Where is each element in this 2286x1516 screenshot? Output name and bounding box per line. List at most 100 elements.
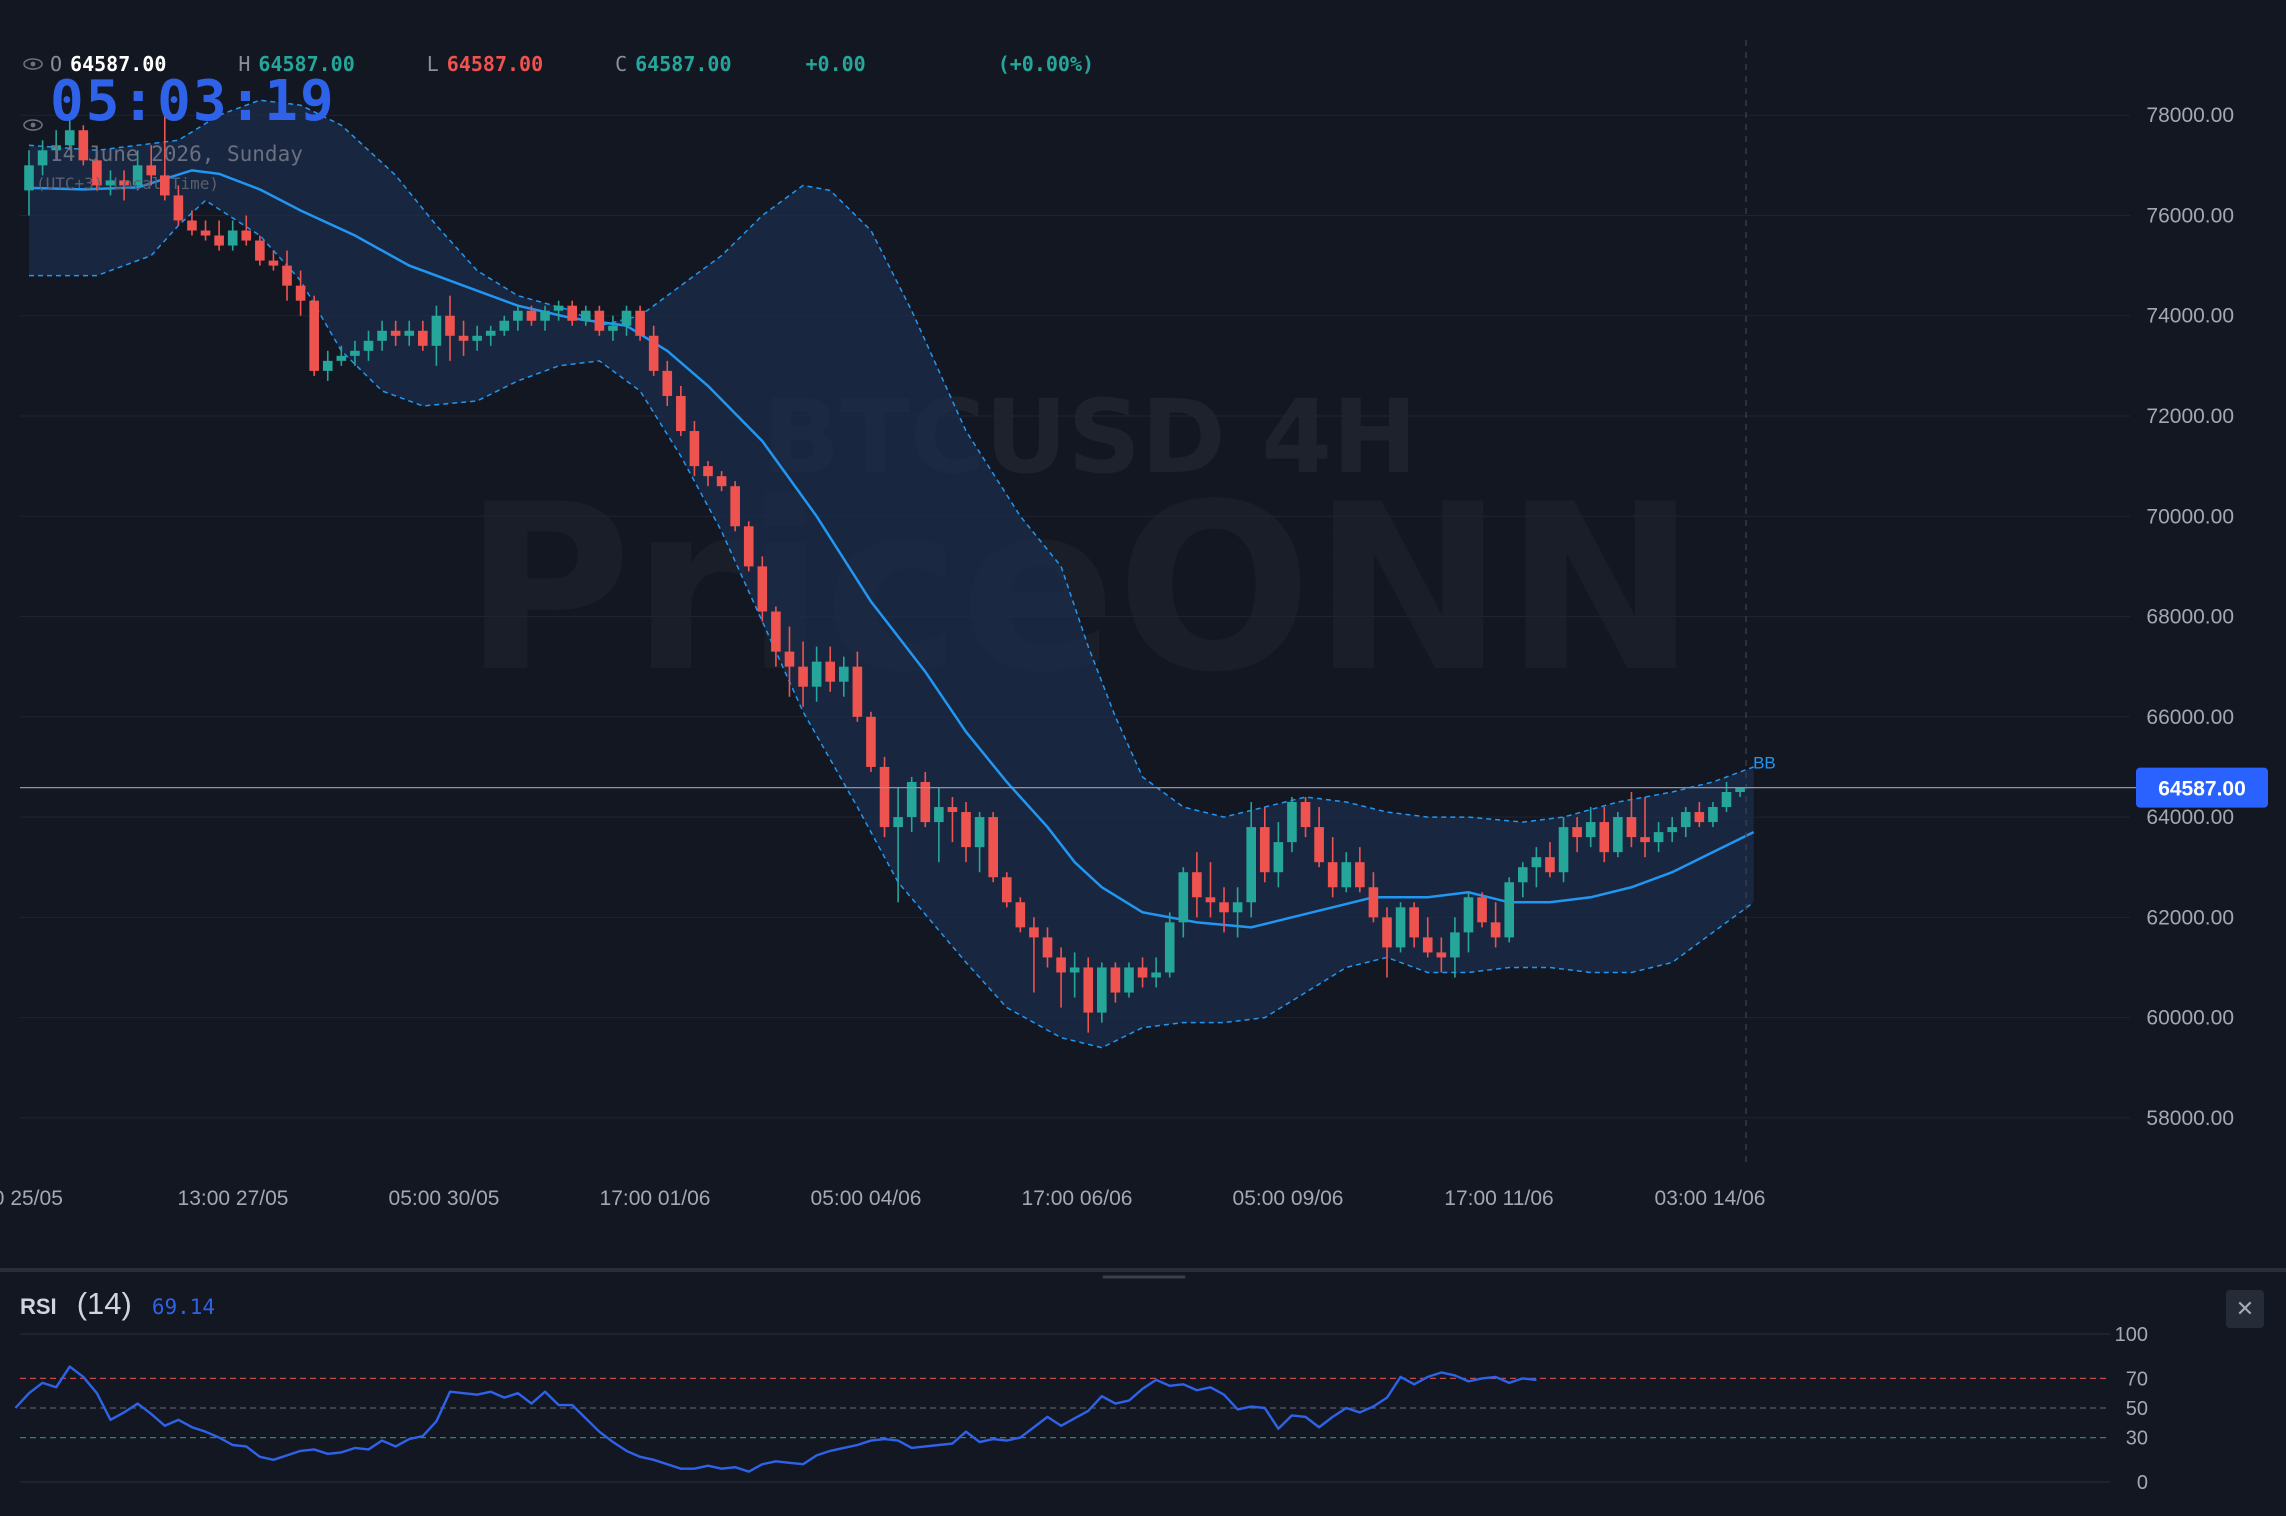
candle <box>1124 962 1134 997</box>
candle-body <box>350 351 360 356</box>
candle-body <box>622 311 632 326</box>
candle-body <box>282 266 292 286</box>
candle-body <box>1355 862 1365 887</box>
candle-body <box>1260 827 1270 872</box>
price-tick-label: 64000.00 <box>2146 806 2234 829</box>
candle-body <box>690 431 700 466</box>
candle <box>1477 892 1487 927</box>
candle <box>880 757 890 837</box>
candle-body <box>744 526 754 566</box>
rsi-legend: RSI (14) 69.14 <box>20 1286 215 1322</box>
price-tick-label: 78000.00 <box>2146 104 2234 127</box>
candle-body <box>635 311 645 336</box>
candle-body <box>893 817 903 827</box>
candle <box>1002 872 1012 907</box>
rsi-value: 69.14 <box>152 1295 215 1319</box>
bb-label: BB <box>1753 753 1776 772</box>
eye-icon[interactable] <box>22 57 44 71</box>
candle-body <box>1083 967 1093 1012</box>
time-tick-label: 03:00 14/06 <box>1655 1187 1766 1210</box>
candle <box>1016 897 1026 932</box>
candle-body <box>187 220 197 230</box>
candle-body <box>1572 827 1582 837</box>
price-tag: 64587.00 <box>2158 778 2246 801</box>
time-tick-label: 17:00 06/06 <box>1022 1187 1133 1210</box>
candle-body <box>1016 902 1026 927</box>
candle-body <box>1613 817 1623 852</box>
rsi-name: RSI <box>20 1294 57 1320</box>
time-tick-label: 05:00 30/05 <box>389 1187 500 1210</box>
candle <box>1396 902 1406 952</box>
candle-body <box>1111 967 1121 992</box>
price-axis[interactable]: 78000.00 76000.00 74000.00 72000.00 70000.00… <box>2146 104 2234 1130</box>
candle-body <box>241 231 251 241</box>
candle-body <box>337 356 347 361</box>
candle-body <box>1029 927 1039 937</box>
time-tick-label: 17:00 01/06 <box>600 1187 711 1210</box>
candle-body <box>649 336 659 371</box>
candle-body <box>975 817 985 847</box>
time-axis[interactable]: 00 25/05 13:00 27/05 05:00 30/05 17:00 01/0… <box>0 1187 1765 1210</box>
time-tick-label: 05:00 04/06 <box>811 1187 922 1210</box>
candle-body <box>1532 857 1542 867</box>
candle-body <box>1070 967 1080 972</box>
candle-body <box>554 306 564 311</box>
candle-body <box>880 767 890 827</box>
low-value: 64587.00 <box>447 52 543 76</box>
candle <box>730 481 740 531</box>
candle-body <box>1138 967 1148 977</box>
rsi-tick-label: 0 <box>2137 1472 2148 1494</box>
candle-body <box>1450 932 1460 957</box>
close-icon[interactable]: ✕ <box>2226 1290 2264 1328</box>
candle-body <box>771 612 781 652</box>
time-tick-label: 00 25/05 <box>0 1187 63 1210</box>
candle <box>323 351 333 381</box>
candle-body <box>513 311 523 321</box>
candle-body <box>1627 817 1637 837</box>
price-tick-label: 74000.00 <box>2146 305 2234 328</box>
candle-body <box>825 662 835 682</box>
candle-body <box>1518 867 1528 882</box>
candle <box>201 220 211 240</box>
candle-body <box>1056 957 1066 972</box>
candle-body <box>1341 862 1351 887</box>
candle-body <box>730 486 740 526</box>
candle <box>635 306 645 341</box>
candle <box>1504 877 1514 942</box>
candle-body <box>581 311 591 321</box>
change-value: +0.00 <box>806 52 866 76</box>
candle-body <box>1151 972 1161 977</box>
candle <box>309 296 319 376</box>
price-tick-label: 60000.00 <box>2146 1007 2234 1030</box>
candle <box>1382 907 1392 977</box>
candle <box>228 220 238 250</box>
time-tick-label: 17:00 11/06 <box>1444 1187 1553 1210</box>
candle-body <box>1464 897 1474 932</box>
candle-body <box>323 361 333 371</box>
candle-body <box>432 316 442 346</box>
candle-body <box>1192 872 1202 897</box>
candle-body <box>1165 922 1175 972</box>
candle-body <box>785 652 795 667</box>
candle-body <box>676 396 686 431</box>
candle-body <box>1287 802 1297 842</box>
price-tick-label: 66000.00 <box>2146 706 2234 729</box>
candle <box>866 712 876 772</box>
candle-body <box>1504 882 1514 937</box>
candle-body <box>812 662 822 687</box>
candle-body <box>567 306 577 321</box>
candle-body <box>1640 837 1650 842</box>
clock: 05:03:19 <box>50 72 336 132</box>
eye-icon-indicator[interactable] <box>22 118 44 132</box>
candle-body <box>1722 792 1732 807</box>
candle-body <box>758 566 768 611</box>
candle-body <box>1382 917 1392 947</box>
candle-body <box>418 331 428 346</box>
candle-body <box>1545 857 1555 872</box>
candle-body <box>1667 827 1677 832</box>
candle-body <box>608 326 618 331</box>
candle-body <box>269 261 279 266</box>
candle-body <box>24 165 34 190</box>
candle-body <box>1219 902 1229 912</box>
